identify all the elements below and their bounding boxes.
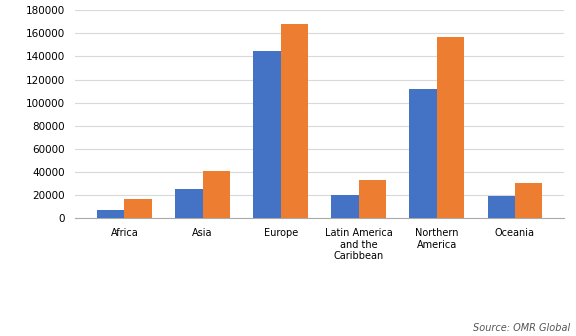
Text: Source: OMR Global: Source: OMR Global [473, 323, 570, 333]
Bar [203, 171, 230, 218]
Bar [487, 197, 515, 218]
Bar [437, 37, 464, 218]
Bar [175, 190, 203, 218]
Bar [331, 195, 359, 218]
Bar [281, 24, 308, 218]
Bar [359, 180, 386, 218]
Bar [515, 182, 542, 218]
Bar [124, 199, 152, 218]
Bar [253, 51, 281, 218]
Bar [410, 89, 437, 218]
Bar [97, 210, 124, 218]
